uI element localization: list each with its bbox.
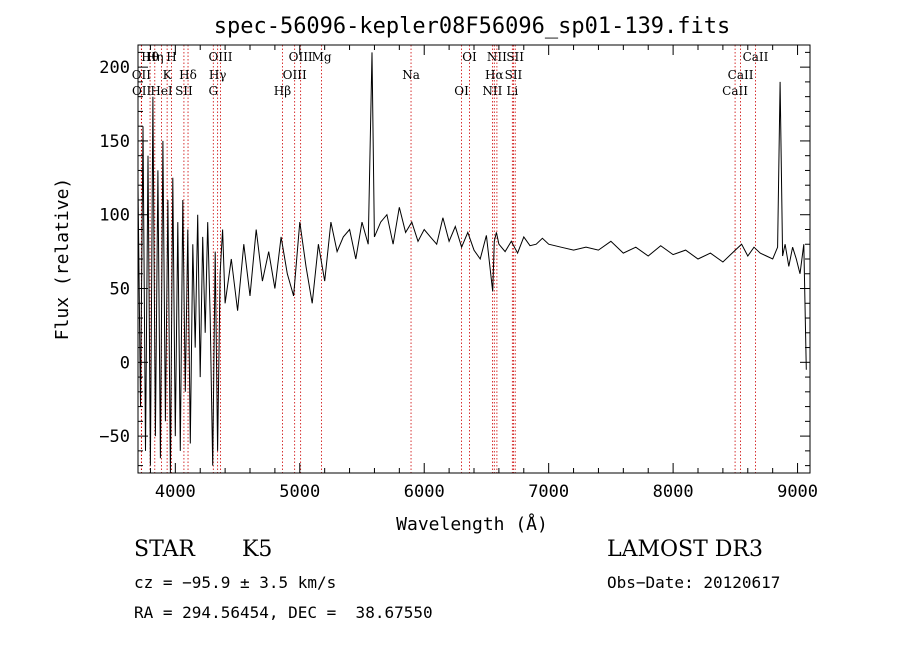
spectral-line-label: SII <box>505 68 523 82</box>
spectral-line-label: OIII <box>208 50 232 64</box>
spectral-line-label: G <box>208 84 218 98</box>
y-axis-label: Flux (relative) <box>52 178 73 341</box>
spectral-line-label: H <box>166 50 176 64</box>
spectral-line-label: Hγ <box>209 68 227 82</box>
spectral-line-label: HeI <box>150 84 173 98</box>
spectral-line-label: CaII <box>743 50 769 64</box>
spectral-line-label: Li <box>506 84 518 98</box>
axis-tick-labels: 4000 5000 6000 7000 8000 9000 −50 0 50 100 150 200 <box>99 58 818 502</box>
spectral-line-label: OIII <box>283 68 307 82</box>
spectral-line-label: OII <box>132 84 152 98</box>
spectral-line-label: Hδ <box>179 68 197 82</box>
spectral-line-label: Hα <box>485 68 504 82</box>
spectral-line-label: K <box>163 68 173 82</box>
spectral-line-label: Hη <box>146 50 164 64</box>
tick-label: 150 <box>99 132 130 152</box>
spectral-line-label: Hβ <box>274 84 291 98</box>
axis-ticks <box>138 45 810 473</box>
x-axis-label: Wavelength (Å) <box>396 513 548 535</box>
spectral-line-label: OIII <box>289 50 313 64</box>
spectral-line-label: OII <box>132 68 152 82</box>
tick-label: 9000 <box>777 482 818 502</box>
spectral-line-label: SII <box>175 84 193 98</box>
survey-name: LAMOST DR3 <box>607 537 763 562</box>
tick-label: 6000 <box>404 482 445 502</box>
tick-label: −50 <box>99 427 130 447</box>
spectral-line-label: CaII <box>728 68 754 82</box>
tick-label: 50 <box>110 280 130 300</box>
tick-label: 100 <box>99 206 130 226</box>
tick-label: 0 <box>120 353 130 373</box>
redshift-velocity: cz = −95.9 ± 3.5 km/s <box>134 573 337 592</box>
spectral-line-label: Hθ <box>141 50 159 64</box>
spectral-line-markers <box>140 45 756 473</box>
spectral-line-label: OI <box>462 50 477 64</box>
observation-date: Obs−Date: 20120617 <box>607 573 781 592</box>
spectral-line-label: NII <box>487 50 507 64</box>
spectral-line-label: NII <box>482 84 502 98</box>
tick-label: 200 <box>99 58 130 78</box>
object-class: STAR <box>134 537 195 562</box>
spectrum-series-line <box>137 52 807 474</box>
object-subclass: K5 <box>242 537 273 562</box>
tick-label: 4000 <box>155 482 196 502</box>
ra-dec-coordinates: RA = 294.56454, DEC = 38.67550 <box>134 603 433 622</box>
spectral-line-labels: Hθ OII OII Hη K HeI HHδ SII OIII Hγ G OIII OIII Hβ Mg N… <box>132 50 769 98</box>
tick-label: 8000 <box>653 482 694 502</box>
tick-label: 7000 <box>528 482 569 502</box>
tick-label: 5000 <box>279 482 320 502</box>
spectral-line-label: OI <box>454 84 469 98</box>
spectral-line-label: Mg <box>312 50 332 64</box>
spectral-line-label: Na <box>402 68 420 82</box>
spectral-line-label: SII <box>506 50 524 64</box>
spectral-line-label: CaII <box>722 84 748 98</box>
plot-frame <box>137 44 811 474</box>
chart-title: spec-56096-kepler08F56096_sp01-139.fits <box>214 14 731 39</box>
